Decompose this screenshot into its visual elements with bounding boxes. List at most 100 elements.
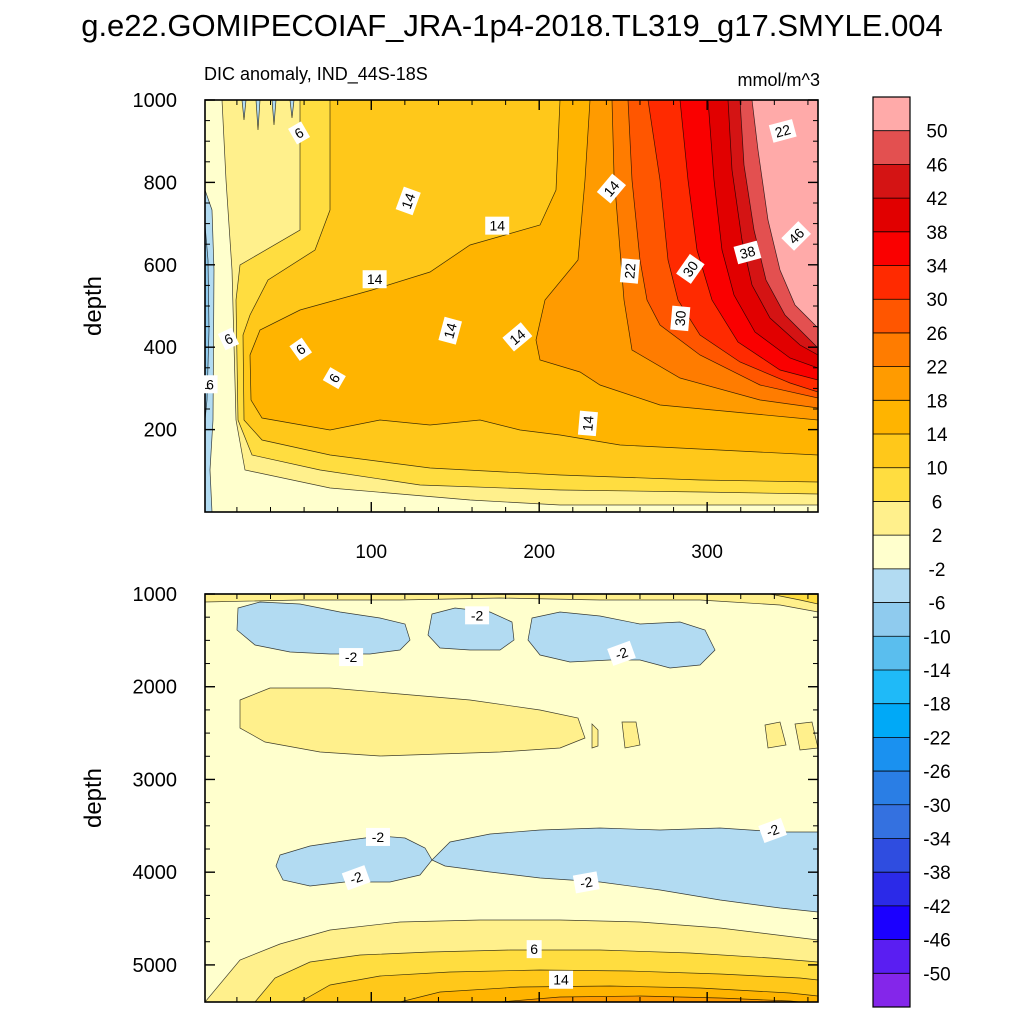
contour-label-box: [607, 640, 636, 666]
contour-label: 14: [362, 270, 387, 289]
contour-label-box: [465, 606, 490, 625]
lower-y-tick-labels: 1000 2000 3000 4000 5000: [133, 584, 178, 977]
y-tick-label: 600: [144, 255, 177, 277]
colorbar-frame: [872, 96, 911, 1008]
contour-label-box: [341, 865, 371, 891]
contour-label-text: -2: [613, 644, 630, 663]
contour-label-text: 6: [206, 376, 214, 392]
contour-label-box: [572, 871, 600, 894]
colorbar-swatch: [873, 198, 910, 233]
units-label: mmol/m^3: [738, 70, 820, 90]
contour-label-text: 14: [367, 271, 383, 287]
colorbar-level-label: -10: [923, 627, 950, 648]
contour-label-text: -2: [764, 821, 781, 840]
lower-blob-a: [236, 601, 411, 655]
colorbar-level-label: 38: [926, 223, 947, 244]
contour-label-box: [217, 327, 240, 351]
axes-ticks: [205, 99, 818, 1002]
contour-label-text: -2: [345, 649, 358, 665]
colorbar-swatch: [873, 400, 910, 435]
colorbar-level-label: -18: [923, 695, 950, 716]
colorbar-level-label: 22: [926, 358, 947, 379]
chart-subtitle: DIC anomaly, IND_44S-18S: [204, 64, 428, 85]
lower-top-band-2: [205, 594, 818, 613]
contour-label-box: [526, 940, 542, 959]
y-tick-label: 200: [144, 420, 177, 442]
contour-label: 6: [217, 327, 240, 351]
colorbar-swatch: [873, 804, 910, 839]
contour-label: 30: [676, 253, 705, 284]
contour-label-box: [322, 367, 346, 390]
colorbar-level-label: 2: [932, 526, 943, 547]
contour-label-text: 14: [579, 415, 596, 432]
contour-label: 14: [395, 186, 421, 216]
lower-plot-frame: [204, 593, 819, 1003]
colorbar-swatch: [873, 602, 910, 637]
contour-label-box: [676, 253, 705, 284]
contour-label-box: [288, 121, 311, 145]
contour-label-box: [670, 305, 691, 332]
colorbar-swatch: [873, 838, 910, 873]
colorbar-level-label: -42: [923, 897, 950, 918]
contour-label: 14: [577, 410, 598, 437]
chart-title: g.e22.GOMIPECOIAF_JRA-1p4-2018.TL319_g17…: [81, 8, 943, 43]
contour-label-text: 22: [621, 262, 638, 279]
x-tick-label: 300: [691, 542, 723, 563]
contour-label-box: [577, 410, 598, 437]
colorbar-level-label: 42: [926, 189, 947, 210]
lower-band-2-mid: [239, 687, 818, 757]
colorbar-level-label: -6: [929, 594, 946, 615]
y-tick-label: 1000: [133, 90, 178, 112]
colorbar-level-label: -14: [923, 661, 951, 682]
lower-contour-labels: -2 -2 -2 -2 -2 -2 -2 6 14: [339, 606, 788, 989]
y-tick-label: 3000: [133, 769, 178, 791]
colorbar-swatch: [873, 737, 910, 772]
lower-y-axis-title: depth: [80, 768, 107, 828]
colorbar-level-label: -46: [923, 931, 950, 952]
y-tick-label: 400: [144, 337, 177, 359]
contour-label: -2: [758, 817, 788, 844]
contour-label-text: -2: [348, 868, 365, 887]
contour-label: 14: [438, 316, 462, 345]
colorbar-swatch: [873, 535, 910, 570]
colorbar-swatch: [873, 366, 910, 401]
colorbar-level-label: -30: [923, 796, 950, 817]
contour-label: 14: [485, 216, 510, 235]
colorbar-level-label: 10: [926, 459, 947, 480]
upper-band-n10: [205, 224, 210, 421]
contour-label-text: 38: [738, 243, 757, 263]
contour-label-box: [502, 322, 533, 352]
contour-label-text: 14: [440, 321, 460, 340]
contour-label-box: [549, 970, 574, 989]
x-tick-labels: 100 200 300: [355, 542, 723, 563]
contour-label: 14: [596, 173, 627, 204]
contour-label-text: 22: [773, 121, 792, 141]
contour-label-box: [733, 240, 762, 265]
colorbar-swatch: [873, 467, 910, 502]
colorbar-level-label: -38: [923, 863, 950, 884]
colorbar-level-label: 26: [926, 324, 947, 345]
colorbar-level-label: 6: [932, 492, 943, 513]
contour-label-box: [438, 316, 462, 345]
colorbar-swatch: [873, 164, 910, 199]
contour-label-text: -2: [579, 873, 594, 891]
upper-band-50: [751, 100, 818, 329]
lower-blob-d: [275, 835, 433, 887]
y-tick-label: 5000: [133, 955, 178, 977]
upper-y-tick-labels: 200 400 600 800 1000: [133, 90, 178, 442]
x-tick-label: 100: [355, 542, 387, 563]
colorbar-level-label: 34: [926, 257, 948, 278]
colorbar-swatch: [873, 265, 910, 300]
colorbar-swatch: [873, 97, 910, 132]
contour-label: 38: [733, 240, 762, 265]
colorbar-swatch: [873, 130, 910, 165]
contour-label-box: [485, 216, 510, 235]
contour-label-text: 14: [553, 972, 569, 988]
contour-label: -2: [339, 648, 364, 667]
colorbar-level-label: -2: [929, 560, 946, 581]
contour-label: -2: [465, 606, 490, 625]
lower-panel-contour-field: [205, 594, 818, 1002]
contour-label: 6: [526, 940, 542, 959]
